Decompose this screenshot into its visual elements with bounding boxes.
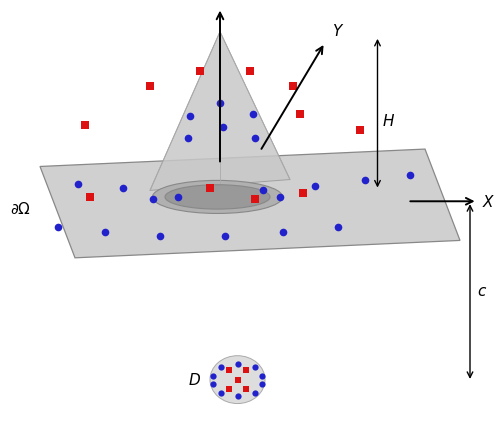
Text: $\partial\Omega$: $\partial\Omega$ xyxy=(10,201,31,216)
Text: H: H xyxy=(382,114,394,129)
Text: X: X xyxy=(482,194,493,209)
Text: Y: Y xyxy=(332,24,342,39)
Text: Z: Z xyxy=(215,0,225,1)
Ellipse shape xyxy=(210,356,265,404)
Text: D: D xyxy=(188,372,200,387)
Polygon shape xyxy=(150,33,290,191)
Polygon shape xyxy=(40,150,460,258)
Ellipse shape xyxy=(165,185,270,210)
Ellipse shape xyxy=(152,181,282,214)
Text: c: c xyxy=(478,283,486,298)
